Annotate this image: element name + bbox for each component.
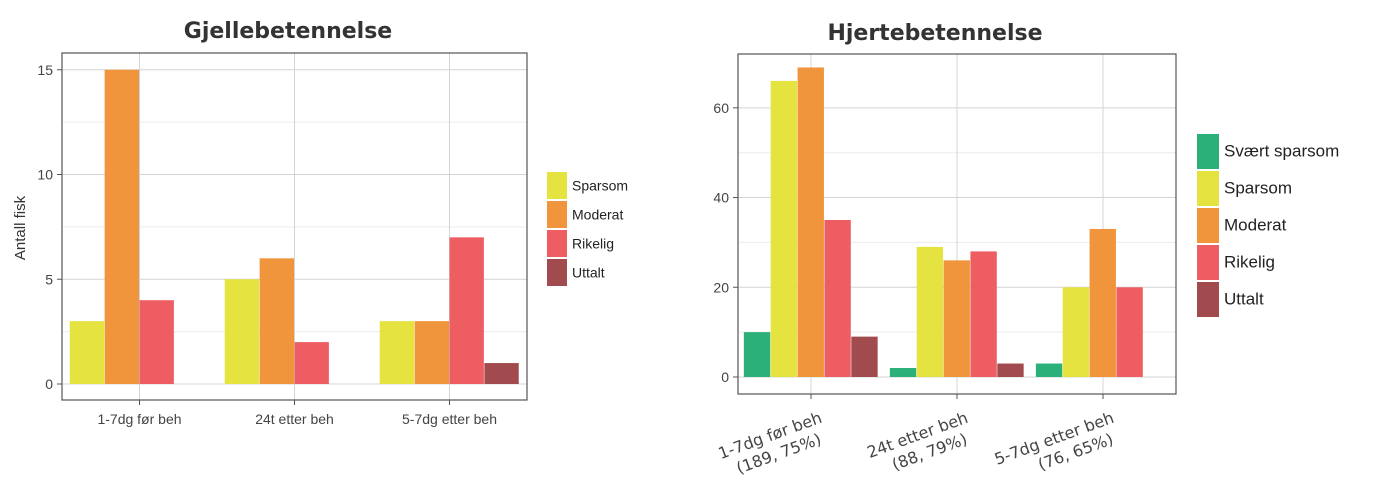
bar-rikelig [970, 251, 997, 377]
bar-moderat [104, 69, 139, 384]
bar-sparsom [770, 80, 798, 378]
legend-item-rikelig: Rikelig [547, 230, 614, 257]
bar-uttalt [851, 336, 878, 377]
bar-uttalt [484, 363, 519, 384]
legend-label: Uttalt [1224, 290, 1264, 309]
legend-swatch [1197, 134, 1219, 169]
legend-swatch [1197, 282, 1219, 317]
y-tick-label: 40 [713, 190, 729, 206]
x-tick-label: 1-7dg før beh(189, 75%) [716, 408, 832, 477]
bars [69, 69, 519, 384]
bar-sparsom [224, 279, 260, 384]
bar-rikelig [294, 342, 329, 384]
y-tick-label: 10 [37, 167, 53, 183]
x-ticks: 1-7dg før beh(189, 75%) 24t etter beh(88,… [716, 394, 1123, 477]
y-ticks: 0 20 40 60 [713, 100, 738, 385]
x-ticks: 1-7dg før beh 24t etter beh 5-7dg etter be… [97, 400, 497, 427]
legend-swatch [1197, 245, 1219, 280]
legend: Sparsom Moderat Rikelig Uttalt [547, 172, 628, 286]
bar-sparsom [1062, 287, 1090, 377]
chart-title: Gjellebetennelse [184, 19, 392, 44]
y-tick-label: 20 [713, 279, 729, 295]
gjellebetennelse-chart: Gjellebetennelse Antall fisk 0 5 10 15 1-7d… [12, 19, 628, 427]
legend-swatch [547, 201, 567, 228]
legend-label: Sparsom [572, 178, 628, 194]
legend-swatch [547, 259, 567, 286]
y-tick-label: 0 [721, 369, 729, 385]
legend-label: Uttalt [572, 265, 605, 281]
legend: Svært sparsom Sparsom Moderat Rikelig Uttalt [1197, 134, 1339, 317]
bar-moderat [259, 258, 294, 384]
bar-sparsom [916, 246, 944, 377]
legend-swatch [1197, 208, 1219, 243]
legend-item-uttalt: Uttalt [1197, 282, 1264, 317]
legend-item-svært-sparsom: Svært sparsom [1197, 134, 1339, 169]
bars [743, 67, 1143, 378]
y-tick-label: 0 [45, 376, 53, 392]
legend-item-sparsom: Sparsom [1197, 171, 1292, 206]
legend-item-sparsom: Sparsom [547, 172, 628, 199]
x-tick-label: 24t etter beh(88, 79%) [864, 408, 977, 477]
bar-rikelig [449, 237, 484, 384]
legend-swatch [547, 172, 567, 199]
bar-moderat [1089, 228, 1116, 377]
bar-rikelig [1116, 287, 1143, 377]
legend-label: Rikelig [1224, 253, 1275, 272]
legend-item-moderat: Moderat [547, 201, 623, 228]
legend-label: Sparsom [1224, 179, 1292, 198]
legend-label: Rikelig [572, 236, 614, 252]
bar-rikelig [824, 219, 851, 377]
bar-svært-sparsom [743, 332, 771, 377]
legend-item-moderat: Moderat [1197, 208, 1287, 243]
y-ticks: 0 5 10 15 [37, 62, 62, 392]
bar-sparsom [69, 321, 105, 384]
x-tick-label: 24t etter beh [255, 411, 334, 427]
y-tick-label: 15 [37, 62, 53, 78]
y-tick-label: 5 [45, 271, 53, 287]
bar-rikelig [139, 300, 174, 384]
x-tick-label: 1-7dg før beh [97, 411, 181, 427]
bar-svært-sparsom [889, 368, 917, 377]
bar-moderat [943, 260, 970, 377]
legend-swatch [547, 230, 567, 257]
bar-uttalt [997, 363, 1024, 377]
bar-svært-sparsom [1035, 363, 1063, 377]
chart-title: Hjertebetennelse [827, 21, 1042, 46]
legend-label: Moderat [572, 207, 623, 223]
legend-label: Svært sparsom [1224, 142, 1339, 161]
bar-moderat [797, 67, 824, 377]
bar-moderat [414, 321, 449, 384]
hjertebetennelse-chart: Hjertebetennelse 0 20 40 60 1-7dg før beh(1… [713, 21, 1339, 477]
x-tick-label: 5-7dg etter beh [402, 411, 497, 427]
legend-label: Moderat [1224, 216, 1287, 235]
y-axis-title: Antall fisk [12, 195, 29, 260]
y-tick-label: 60 [713, 100, 729, 116]
legend-item-rikelig: Rikelig [1197, 245, 1275, 280]
bar-sparsom [379, 321, 415, 384]
legend-swatch [1197, 171, 1219, 206]
x-tick-label: 5-7dg etter beh(76, 65%) [992, 408, 1123, 477]
legend-item-uttalt: Uttalt [547, 259, 605, 286]
